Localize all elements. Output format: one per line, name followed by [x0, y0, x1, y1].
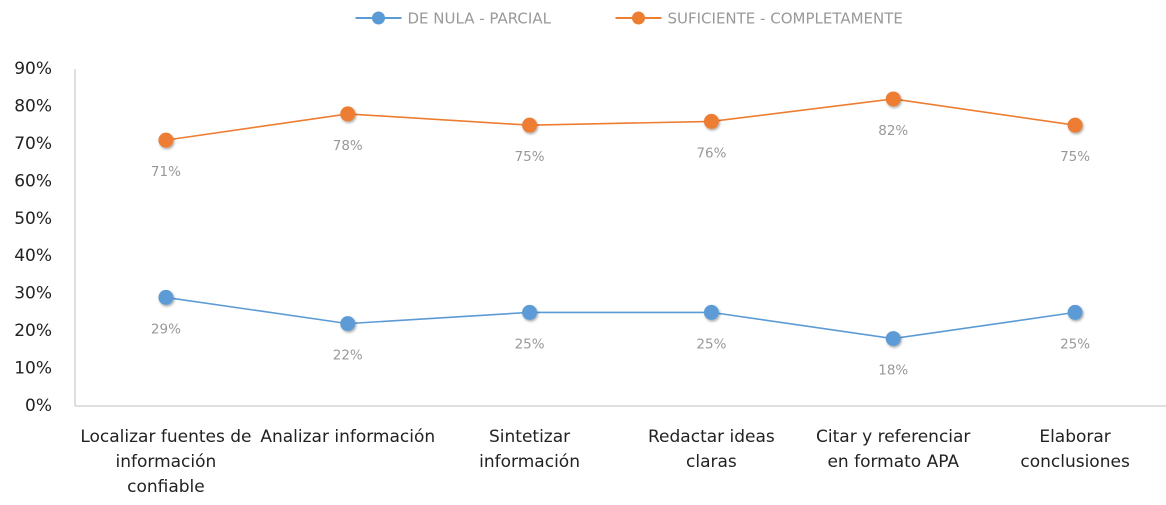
- x-tick-label: Sintetizar información: [479, 427, 580, 472]
- x-tick-label: Localizar fuentes de información confiab…: [80, 427, 252, 497]
- x-tick-label: Redactar ideas claras: [648, 427, 775, 472]
- data-point: [522, 117, 538, 133]
- data-point: [885, 91, 901, 107]
- y-tick-label: 70%: [14, 134, 52, 154]
- data-point: [522, 304, 538, 320]
- series-line: [165, 98, 1076, 141]
- data-label: 25%: [1060, 336, 1090, 352]
- data-point: [158, 289, 174, 305]
- y-tick-label: 80%: [14, 96, 52, 116]
- data-label: 22%: [333, 348, 363, 364]
- y-tick-label: 50%: [14, 209, 52, 229]
- data-point: [703, 113, 719, 129]
- legend-marker: [632, 11, 645, 25]
- data-label: 29%: [151, 321, 181, 337]
- y-tick-label: 30%: [14, 284, 52, 304]
- y-tick-label: 60%: [14, 171, 52, 191]
- y-tick-label: 0%: [25, 396, 52, 416]
- y-tick-label: 40%: [14, 246, 52, 266]
- series-line: [165, 296, 1076, 340]
- data-label: 25%: [696, 336, 726, 352]
- data-label: 71%: [151, 164, 181, 180]
- y-tick-label: 10%: [14, 359, 52, 379]
- data-label: 18%: [878, 363, 908, 379]
- data-point: [340, 106, 356, 122]
- data-point: [1067, 304, 1083, 320]
- data-label: 82%: [878, 123, 908, 139]
- x-tick-label: Analizar información: [260, 427, 436, 447]
- data-label: 25%: [515, 336, 545, 352]
- y-tick-label: 90%: [14, 59, 52, 79]
- data-label: 75%: [515, 149, 545, 165]
- legend-marker: [372, 11, 385, 25]
- x-tick-label: Elaborar conclusiones: [1020, 427, 1130, 472]
- data-label: 78%: [333, 138, 363, 154]
- data-point: [340, 316, 356, 332]
- data-point: [885, 331, 901, 347]
- data-point: [158, 132, 174, 148]
- data-point: [703, 304, 719, 320]
- legend-label: SUFICIENTE - COMPLETAMENTE: [668, 10, 903, 28]
- legend-label: DE NULA - PARCIAL: [408, 10, 552, 28]
- data-label: 76%: [696, 145, 726, 161]
- x-tick-label: Citar y referenciar en formato APA: [816, 427, 971, 472]
- y-tick-label: 20%: [14, 321, 52, 341]
- data-point: [1067, 117, 1083, 133]
- data-label: 75%: [1060, 149, 1090, 165]
